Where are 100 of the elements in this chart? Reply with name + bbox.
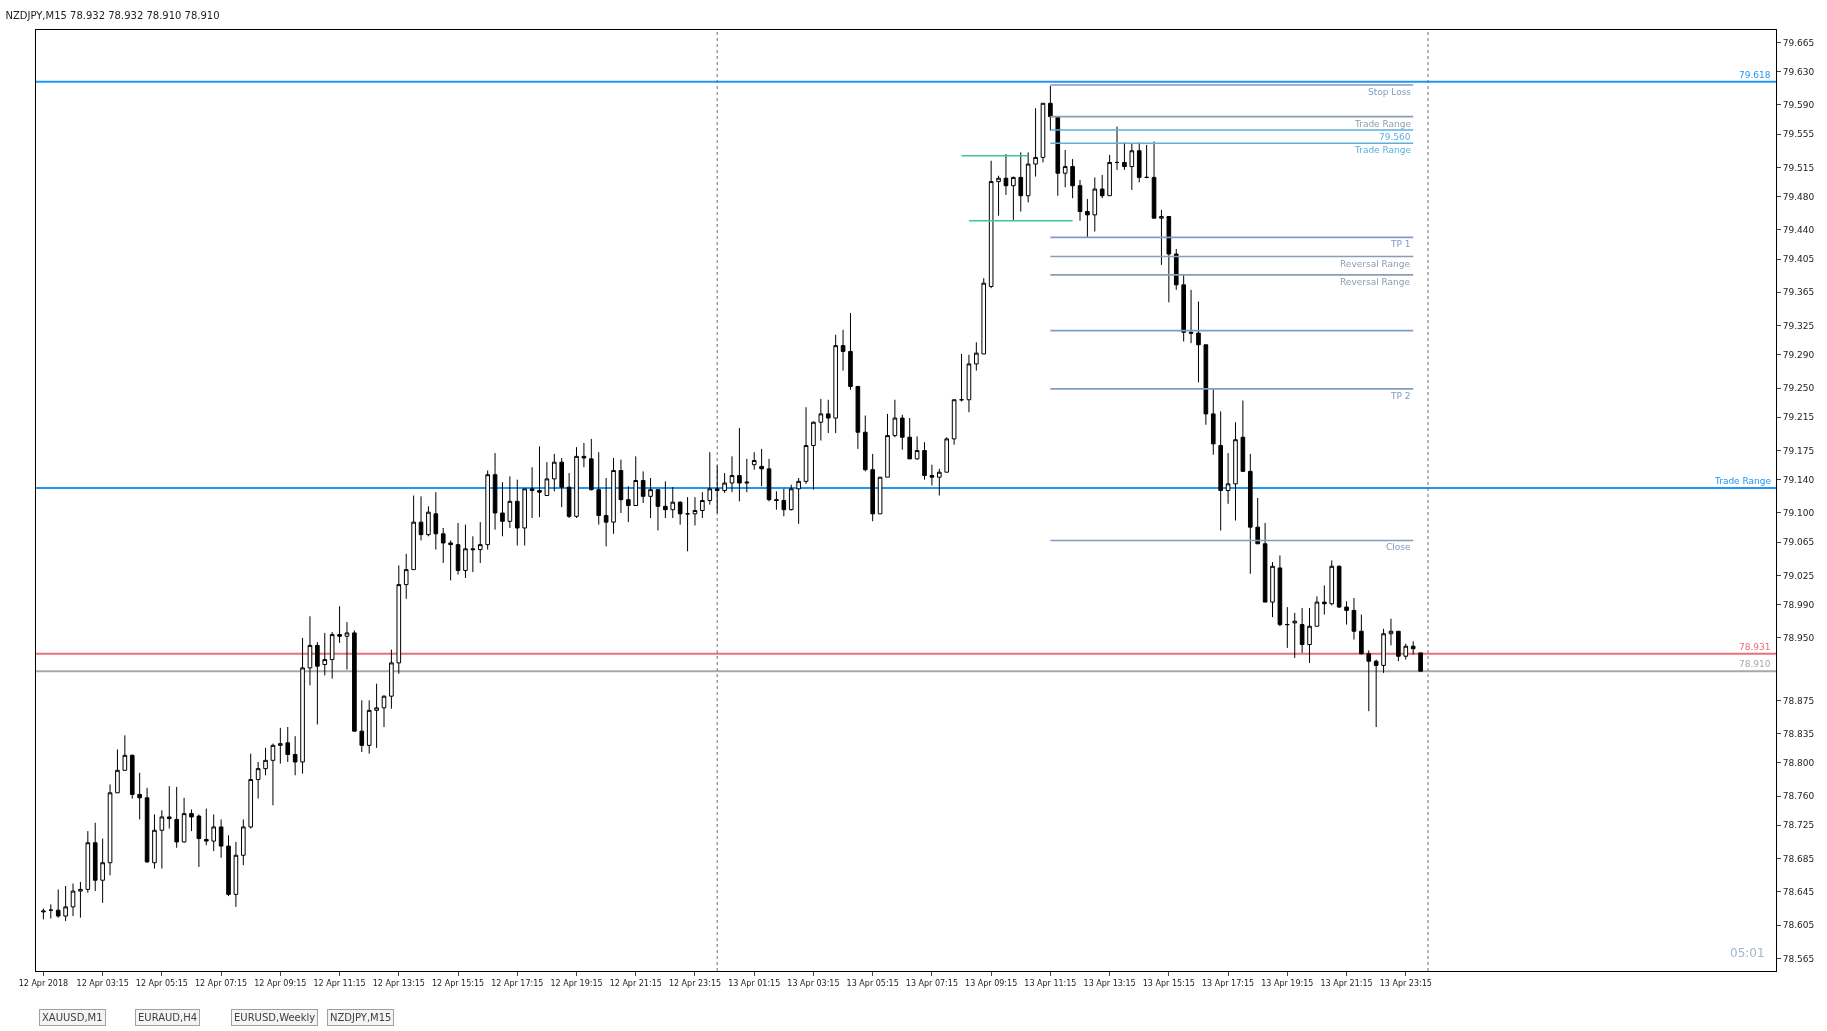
candlestick — [870, 453, 875, 522]
candlestick — [581, 442, 587, 468]
y-tick-label: 79.290 — [1782, 349, 1815, 360]
candlestick — [1307, 607, 1312, 664]
x-tick-label: 13 Apr 21:15 — [1320, 978, 1373, 988]
candlestick — [1003, 153, 1009, 196]
series-label: Trade Range — [1354, 119, 1412, 129]
candlestick — [877, 476, 883, 515]
candlestick — [700, 491, 705, 519]
x-tick-label: 12 Apr 17:15 — [491, 978, 544, 988]
candlestick — [833, 334, 838, 434]
candlestick — [248, 753, 254, 830]
x-tick-label: 13 Apr 11:15 — [1024, 978, 1077, 988]
candlestick — [670, 486, 676, 519]
candlestick — [1270, 561, 1275, 618]
candlestick — [966, 354, 972, 413]
candlestick — [574, 446, 579, 519]
candlestick — [307, 615, 313, 686]
candlestick — [463, 524, 468, 579]
y-tick-label: 78.685 — [1782, 853, 1815, 864]
candlestick — [285, 726, 291, 763]
candlestick — [1247, 453, 1253, 575]
candlestick — [1285, 606, 1290, 649]
candlestick — [1151, 141, 1157, 219]
candlestick — [1351, 597, 1357, 641]
y-tick-label: 79.250 — [1782, 383, 1815, 394]
candlestick — [92, 822, 98, 892]
series-label: Trade Range — [1354, 145, 1412, 155]
candlestick — [1159, 209, 1164, 266]
annotation: 05:01 — [1730, 946, 1765, 960]
candlestick — [855, 385, 861, 450]
candlestick — [759, 448, 764, 487]
candlestick — [500, 481, 505, 537]
candlestick — [974, 341, 979, 372]
candlestick — [470, 535, 476, 573]
candlestick — [152, 813, 157, 870]
candlestick — [196, 813, 202, 868]
candlestick — [1077, 179, 1083, 222]
candlestick — [1136, 141, 1142, 183]
candlestick — [166, 785, 172, 830]
candlestick — [1299, 607, 1305, 654]
candlestick — [811, 420, 816, 491]
x-tick-label: 13 Apr 15:15 — [1142, 978, 1195, 988]
candlestick — [944, 436, 950, 473]
candlestick — [1388, 618, 1394, 646]
candlestick — [70, 883, 76, 917]
candlestick — [514, 479, 520, 546]
candlestick — [1025, 151, 1031, 203]
candlestick — [803, 406, 809, 485]
candlestick — [1166, 216, 1172, 303]
candlestick — [1262, 522, 1268, 603]
candlestick — [189, 808, 194, 832]
y-tick-label: 79.325 — [1782, 320, 1815, 331]
series-label: TP 1 — [1390, 239, 1411, 249]
candlestick — [41, 908, 46, 920]
candlestick — [433, 491, 439, 551]
candlestick — [1085, 198, 1090, 238]
candlestick — [411, 495, 416, 571]
x-tick-label: 13 Apr 19:15 — [1261, 978, 1314, 988]
candlestick — [988, 160, 994, 289]
candlestick — [929, 464, 935, 487]
candlestick — [418, 495, 424, 541]
y-tick-label: 79.590 — [1782, 100, 1815, 111]
candlestick — [359, 699, 365, 753]
y-tick-label: 79.140 — [1782, 474, 1815, 485]
candlestick — [137, 772, 142, 820]
candlestick — [226, 834, 231, 897]
candlestick — [1033, 107, 1038, 178]
x-tick-label: 12 Apr 23:15 — [668, 978, 722, 988]
candlestick — [825, 399, 831, 434]
x-tick-label: 12 Apr 21:15 — [609, 978, 662, 988]
candlestick — [648, 477, 653, 519]
candlestick — [507, 475, 513, 529]
candlestick — [1173, 248, 1179, 291]
candlestick — [774, 490, 779, 511]
candlestick — [492, 452, 498, 531]
candlestick — [1011, 176, 1016, 221]
x-tick-label: 12 Apr 19:15 — [550, 978, 603, 988]
candlestick — [107, 783, 113, 876]
y-tick-label: 78.990 — [1782, 599, 1815, 610]
candlestick — [315, 641, 320, 726]
candlestick — [1203, 344, 1209, 426]
y-tick-label: 79.480 — [1782, 191, 1815, 202]
y-tick-label: 78.645 — [1782, 887, 1815, 898]
candlestick — [551, 453, 557, 492]
candlestick — [744, 458, 750, 493]
candlestick — [1418, 652, 1423, 672]
candlestick — [951, 399, 957, 446]
y-tick-label: 79.555 — [1782, 129, 1815, 140]
candlestick — [885, 413, 890, 478]
candlestick — [203, 808, 209, 846]
y-tick-label: 79.215 — [1782, 412, 1815, 423]
x-tick-label: 12 Apr 05:15 — [135, 978, 188, 988]
candlestick — [144, 787, 150, 864]
y-tick-label: 79.065 — [1782, 537, 1815, 548]
x-tick-label: 12 Apr 13:15 — [372, 978, 425, 988]
candlestick — [1240, 400, 1246, 472]
x-tick-label: 13 Apr 01:15 — [728, 978, 781, 988]
x-tick-label: 13 Apr 05:15 — [846, 978, 899, 988]
candlestick — [344, 621, 350, 671]
